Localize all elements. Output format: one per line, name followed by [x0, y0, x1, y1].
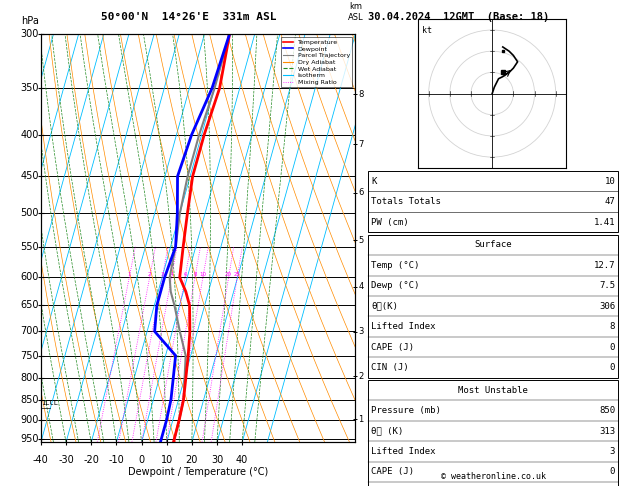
- Text: 300: 300: [21, 29, 39, 39]
- Text: 306: 306: [599, 302, 615, 311]
- Text: 12.7: 12.7: [594, 261, 615, 270]
- Text: Dewp (°C): Dewp (°C): [371, 281, 420, 290]
- Text: 6: 6: [359, 189, 364, 197]
- Text: CIN (J): CIN (J): [371, 363, 409, 372]
- Text: hPa: hPa: [21, 16, 39, 26]
- Text: 600: 600: [21, 272, 39, 282]
- Text: 500: 500: [20, 208, 39, 218]
- Text: © weatheronline.co.uk: © weatheronline.co.uk: [441, 472, 545, 481]
- Text: 50°00'N  14°26'E  331m ASL: 50°00'N 14°26'E 331m ASL: [101, 12, 277, 22]
- Text: km
ASL: km ASL: [348, 2, 363, 22]
- Text: 25: 25: [234, 272, 241, 278]
- Text: 2: 2: [148, 272, 152, 278]
- Text: 10: 10: [160, 454, 173, 465]
- Text: 1.41: 1.41: [594, 218, 615, 226]
- Text: -30: -30: [58, 454, 74, 465]
- Text: 8: 8: [193, 272, 197, 278]
- Text: 10: 10: [604, 177, 615, 186]
- Text: 6: 6: [183, 272, 187, 278]
- Text: 1: 1: [359, 415, 364, 424]
- Text: 550: 550: [20, 242, 39, 252]
- Text: 450: 450: [20, 172, 39, 181]
- Text: CAPE (J): CAPE (J): [371, 468, 414, 476]
- Text: 30.04.2024  12GMT  (Base: 18): 30.04.2024 12GMT (Base: 18): [368, 12, 549, 22]
- Text: 8: 8: [359, 89, 364, 99]
- Text: 20: 20: [186, 454, 198, 465]
- Text: 850: 850: [20, 395, 39, 404]
- Text: 4: 4: [359, 282, 364, 291]
- Text: 313: 313: [599, 427, 615, 435]
- Text: 800: 800: [21, 373, 39, 383]
- Text: -10: -10: [108, 454, 125, 465]
- Text: 750: 750: [20, 350, 39, 361]
- Text: 650: 650: [20, 300, 39, 311]
- Text: 20: 20: [225, 272, 232, 278]
- Text: 2: 2: [359, 372, 364, 381]
- Text: 5: 5: [359, 236, 364, 245]
- Text: kt: kt: [422, 26, 432, 35]
- Text: 0: 0: [610, 343, 615, 351]
- Text: 3: 3: [359, 328, 364, 336]
- Text: 0: 0: [610, 363, 615, 372]
- Text: 7: 7: [359, 139, 364, 149]
- Text: 47: 47: [604, 197, 615, 206]
- Legend: Temperature, Dewpoint, Parcel Trajectory, Dry Adiabat, Wet Adiabat, Isotherm, Mi: Temperature, Dewpoint, Parcel Trajectory…: [281, 37, 352, 87]
- Text: 30: 30: [211, 454, 223, 465]
- Text: 400: 400: [21, 130, 39, 140]
- Text: -40: -40: [33, 454, 49, 465]
- Text: 950: 950: [20, 434, 39, 444]
- Text: 8: 8: [610, 322, 615, 331]
- Text: 3: 3: [610, 447, 615, 456]
- Text: 40: 40: [236, 454, 248, 465]
- Text: 1LCL: 1LCL: [42, 400, 58, 406]
- Text: 7.5: 7.5: [599, 281, 615, 290]
- Text: 3: 3: [160, 272, 164, 278]
- Text: Lifted Index: Lifted Index: [371, 447, 436, 456]
- Text: -20: -20: [83, 454, 99, 465]
- Text: 10: 10: [199, 272, 206, 278]
- Text: 850: 850: [599, 406, 615, 415]
- Text: 350: 350: [20, 83, 39, 93]
- X-axis label: Dewpoint / Temperature (°C): Dewpoint / Temperature (°C): [128, 467, 268, 477]
- Text: 0: 0: [610, 468, 615, 476]
- Text: Most Unstable: Most Unstable: [458, 386, 528, 395]
- Text: CAPE (J): CAPE (J): [371, 343, 414, 351]
- Text: 4: 4: [170, 272, 173, 278]
- Text: θᴇ (K): θᴇ (K): [371, 427, 403, 435]
- Text: Pressure (mb): Pressure (mb): [371, 406, 441, 415]
- Text: 700: 700: [20, 327, 39, 336]
- Text: Surface: Surface: [474, 241, 512, 249]
- Text: PW (cm): PW (cm): [371, 218, 409, 226]
- Text: 0: 0: [138, 454, 145, 465]
- Text: Totals Totals: Totals Totals: [371, 197, 441, 206]
- Text: 1: 1: [128, 272, 131, 278]
- Text: θᴇ(K): θᴇ(K): [371, 302, 398, 311]
- Text: Temp (°C): Temp (°C): [371, 261, 420, 270]
- Text: K: K: [371, 177, 377, 186]
- Text: 900: 900: [21, 415, 39, 425]
- Text: Lifted Index: Lifted Index: [371, 322, 436, 331]
